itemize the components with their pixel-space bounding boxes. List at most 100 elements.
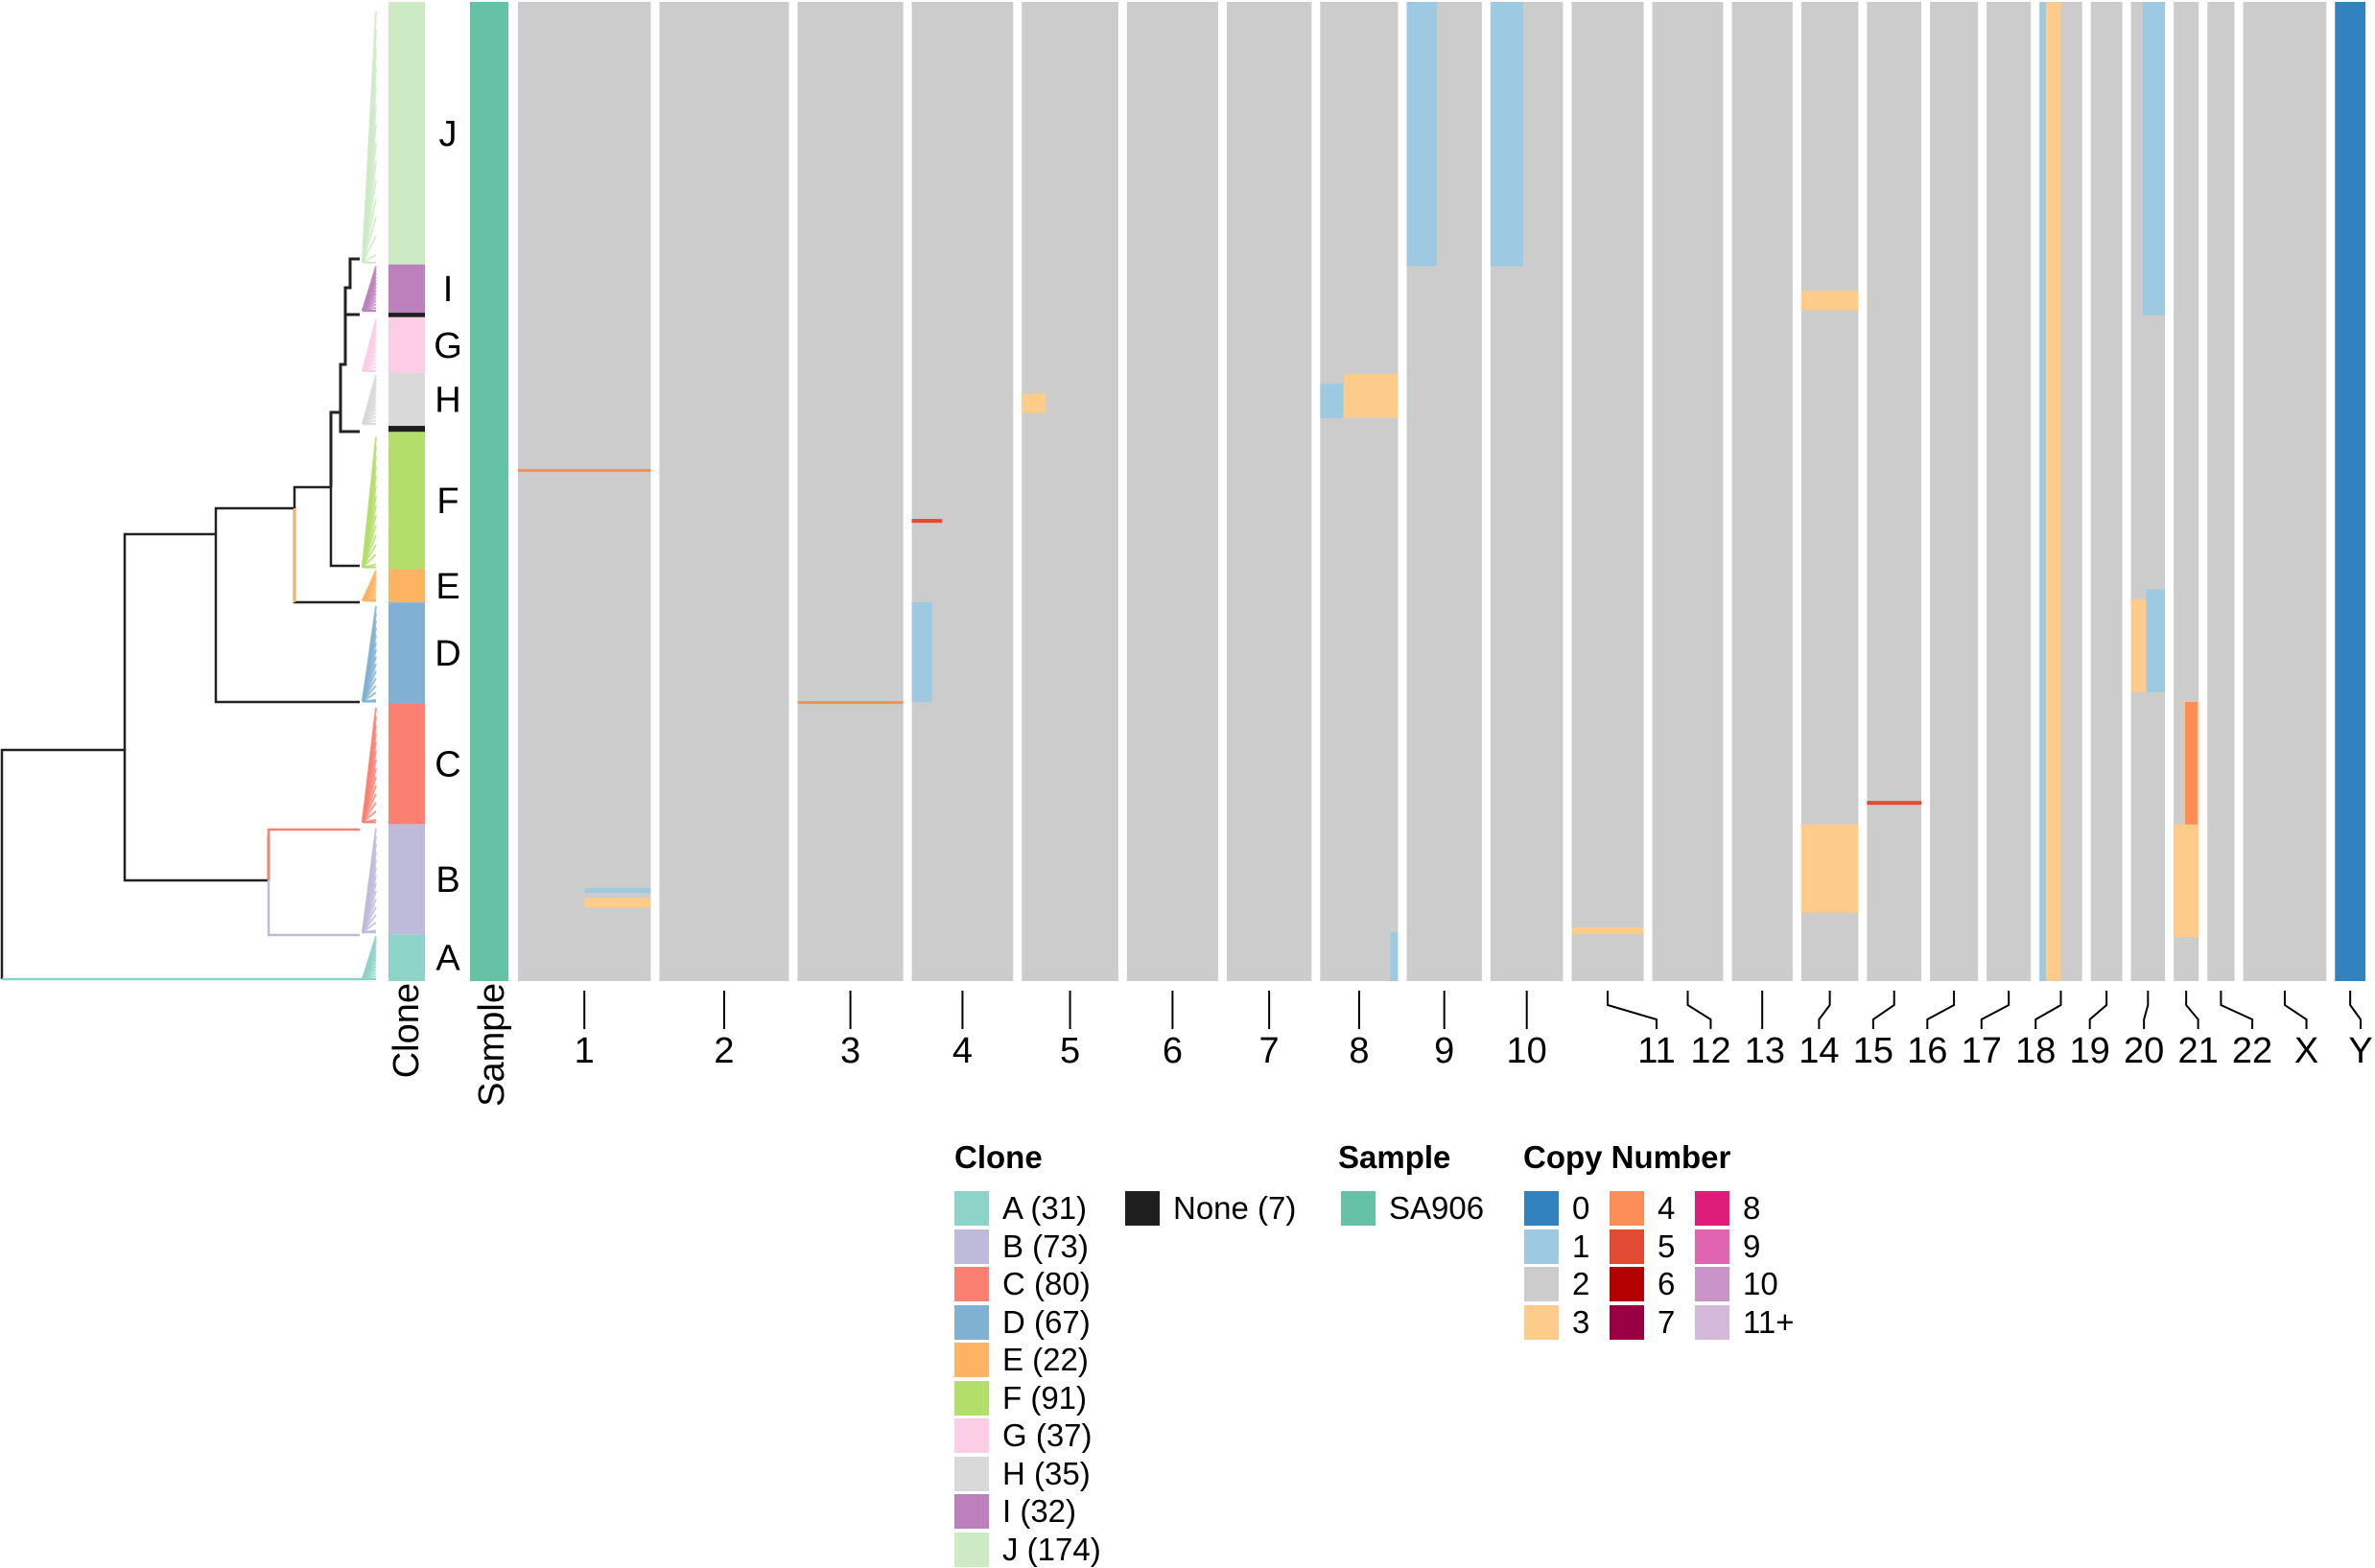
legend-cn-item: 10	[1695, 1266, 1778, 1302]
legend-cn-label: 0	[1572, 1190, 1589, 1227]
chromosome-label-4: 4	[952, 1031, 973, 1071]
chromosome-label-18: 18	[2015, 1031, 2056, 1071]
legend-cn-label: 7	[1658, 1304, 1675, 1341]
cn-segment	[1571, 927, 1643, 934]
legend-clone-title: Clone	[954, 1139, 1043, 1176]
clone-label-J: J	[439, 114, 458, 154]
sample-annotation-bar	[470, 2, 508, 981]
chromosome-block-7	[1227, 2, 1311, 981]
chromosome-label-14: 14	[1799, 1031, 1839, 1071]
legend-sample-label: SA906	[1389, 1190, 1484, 1227]
legend-copy-number-title: Copy Number	[1523, 1139, 1730, 1176]
chromosome-block-12	[1653, 2, 1724, 981]
legend-clone-item: A (31)	[954, 1190, 1087, 1227]
legend-clone-label: B (73)	[1002, 1229, 1089, 1265]
tree-branch-GI-backbone	[341, 315, 360, 412]
chromosome-label-16: 16	[1907, 1031, 1947, 1071]
cn-segment	[1801, 291, 1858, 310]
chromosome-block-X	[2244, 2, 2327, 981]
chromosome-block-3	[798, 2, 904, 981]
chromosome-label-19: 19	[2070, 1031, 2110, 1071]
chromosome-label-2: 2	[714, 1031, 734, 1071]
legend-cn-swatch	[1610, 1191, 1644, 1226]
legend-cn-item: 8	[1695, 1190, 1760, 1227]
clone-segment-A	[388, 934, 425, 981]
legend-clone-item: B (73)	[954, 1229, 1089, 1265]
clone-label-C: C	[435, 744, 460, 784]
legend-clone-swatch	[954, 1457, 989, 1491]
legend-cn-swatch	[1524, 1305, 1559, 1340]
chromosome-label-20: 20	[2124, 1031, 2164, 1071]
chromosome-block-11	[1571, 2, 1643, 981]
legend-clone-none-swatch	[1125, 1191, 1160, 1226]
cn-segment	[2046, 2, 2061, 981]
legend-cn-swatch	[1695, 1305, 1729, 1340]
chromosome-block-15	[1867, 2, 1921, 981]
legend-cn-label: 3	[1572, 1304, 1589, 1341]
legend-cn-item: 5	[1610, 1229, 1675, 1265]
cn-segment	[584, 888, 650, 893]
chromosome-label-22: 22	[2232, 1031, 2272, 1071]
chromosome-label-1: 1	[575, 1031, 595, 1071]
tree-branch-C-stem	[269, 830, 360, 880]
legend-cn-swatch	[1610, 1305, 1644, 1340]
clone-segment-None-1	[388, 313, 425, 317]
chromosome-block-17	[1987, 2, 2031, 981]
tree-branch-I-stem	[345, 259, 360, 315]
legend-clone-item: F (91)	[954, 1380, 1087, 1416]
chromosome-block-6	[1127, 2, 1218, 981]
legend-clone-swatch	[954, 1191, 989, 1226]
cn-segment	[2039, 2, 2046, 981]
legend-cn-item: 3	[1524, 1304, 1589, 1341]
legend-cn-item: 4	[1610, 1190, 1675, 1227]
legend-clone-swatch	[954, 1533, 989, 1567]
chromosome-label-3: 3	[840, 1031, 860, 1071]
legend-clone-item: E (22)	[954, 1342, 1089, 1378]
clone-segment-D	[388, 602, 425, 703]
cn-segment	[2335, 2, 2365, 981]
clone-segment-E	[388, 570, 425, 603]
cn-segment	[1801, 825, 1858, 913]
legend-cn-item: 9	[1695, 1229, 1760, 1265]
legend-clone-label: A (31)	[1002, 1190, 1087, 1227]
clone-segment-I	[388, 265, 425, 313]
cn-segment	[2131, 599, 2147, 692]
tick-17	[1982, 991, 2009, 1029]
tick-19	[2090, 991, 2106, 1029]
clone-label-F: F	[436, 481, 459, 522]
legend-clone-label: H (35)	[1002, 1456, 1091, 1492]
cn-segment	[1344, 374, 1399, 418]
legend-cn-label: 9	[1743, 1229, 1760, 1265]
chromosome-label-11: 11	[1637, 1031, 1675, 1071]
chromosome-label-Y: Y	[2348, 1031, 2372, 1071]
sample-axis-label: Sample	[472, 983, 512, 1107]
tick-22	[2221, 991, 2252, 1029]
legend-sample-item: SA906	[1341, 1190, 1484, 1227]
clone-annotation-bar	[388, 2, 425, 981]
legend-clone-item: H (35)	[954, 1456, 1091, 1492]
chromosome-label-17: 17	[1962, 1031, 2002, 1071]
clone-segment-C	[388, 704, 425, 825]
legend-clone-none-item: None (7)	[1125, 1190, 1296, 1227]
clone-label-D: D	[435, 634, 460, 674]
legend-clone-swatch	[954, 1305, 989, 1340]
legend-clone-label: F (91)	[1002, 1380, 1087, 1416]
legend-clone-swatch	[954, 1494, 989, 1529]
legend-cn-swatch	[1524, 1267, 1559, 1301]
clone-label-E: E	[435, 567, 459, 607]
cn-segment	[912, 602, 932, 702]
cn-segment	[2185, 702, 2198, 825]
tick-15	[1873, 991, 1894, 1029]
chromosome-block-1	[518, 2, 650, 981]
chromosome-label-8: 8	[1349, 1031, 1369, 1071]
legend-clone-swatch	[954, 1418, 989, 1453]
clone-axis-label: Clone	[387, 983, 427, 1078]
chromosome-block-8	[1320, 2, 1398, 981]
legend-clone-item: C (80)	[954, 1266, 1091, 1302]
legend-cn-swatch	[1524, 1191, 1559, 1226]
chromosome-block-16	[1930, 2, 1978, 981]
tick-12	[1688, 991, 1711, 1029]
cn-segment	[1320, 384, 1343, 418]
clone-segment-H	[388, 373, 425, 426]
